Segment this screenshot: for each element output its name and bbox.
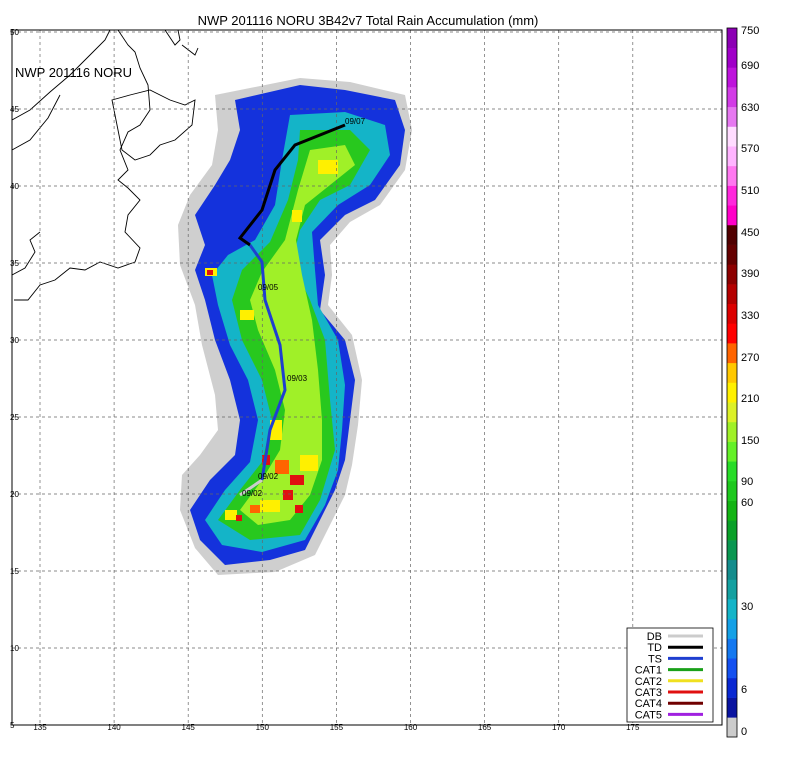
- track-date: 09/03: [287, 374, 308, 383]
- colorbar-label: 60: [741, 497, 753, 509]
- lat-tick-label: 20: [10, 490, 19, 499]
- colorbar-band: [727, 185, 737, 206]
- colorbar-band: [727, 402, 737, 423]
- title: NWP 201116 NORU 3B42v7 Total Rain Accumu…: [198, 13, 539, 28]
- lat-tick-label: 10: [10, 644, 19, 653]
- colorbar-band: [727, 303, 737, 324]
- track-date: 09/02: [258, 472, 279, 481]
- colorbar-band: [727, 362, 737, 383]
- colorbar-band: [727, 264, 737, 285]
- lon-tick-label: 145: [182, 723, 196, 732]
- colorbar-band: [727, 146, 737, 167]
- colorbar-band: [727, 540, 737, 561]
- colorbar-band: [727, 106, 737, 127]
- colorbar-band: [727, 87, 737, 108]
- colorbar-band: [727, 165, 737, 186]
- lon-tick-label: 140: [107, 723, 121, 732]
- legend-box: [626, 627, 714, 723]
- colorbar-band: [727, 224, 737, 245]
- colorbar-label: 330: [741, 310, 759, 322]
- track-date: 09/05: [258, 283, 279, 292]
- colorbar-band: [727, 480, 737, 501]
- colorbar: 7506906305705104503903302702101509060306…: [726, 25, 759, 738]
- legend-label: CAT3: [635, 687, 662, 699]
- colorbar-label: 750: [741, 25, 759, 37]
- colorbar-band: [727, 126, 737, 147]
- colorbar-label: 630: [741, 102, 759, 114]
- colorbar-band: [727, 284, 737, 305]
- colorbar-band: [727, 382, 737, 403]
- lat-tick-label: 50: [10, 28, 19, 37]
- track-date: 09/07: [345, 117, 366, 126]
- track-date: 09/02: [242, 489, 263, 498]
- legend-label: CAT5: [635, 709, 662, 721]
- colorbar-label: 90: [741, 476, 753, 488]
- colorbar-label: 6: [741, 684, 747, 696]
- legend-label: CAT4: [635, 698, 662, 710]
- map-frame: [11, 29, 723, 726]
- track-ts: [248, 244, 287, 481]
- colorbar-band: [727, 677, 737, 698]
- colorbar-label: 270: [741, 352, 759, 364]
- legend-label: TD: [647, 642, 662, 654]
- lat-tick-label: 40: [10, 182, 19, 191]
- colorbar-band: [727, 205, 737, 226]
- lat-tick-label: 15: [10, 567, 19, 576]
- colorbar-label: 450: [741, 227, 759, 239]
- colorbar-band: [727, 343, 737, 364]
- lat-tick-label: 45: [10, 105, 19, 114]
- lat-tick-label: 25: [10, 413, 19, 422]
- colorbar-band: [727, 441, 737, 462]
- colorbar-band: [727, 500, 737, 521]
- colorbar-band: [727, 461, 737, 482]
- colorbar-band: [727, 323, 737, 344]
- colorbar-label: 510: [741, 185, 759, 197]
- rain-field: [178, 78, 412, 575]
- storm-track: 09/07 09/05 09/03 09/02 09/02: [237, 117, 366, 498]
- colorbar-band: [727, 67, 737, 88]
- colorbar-band: [727, 717, 737, 738]
- colorbar-band: [727, 579, 737, 600]
- colorbar-label: 0: [741, 726, 747, 738]
- colorbar-label: 30: [741, 601, 753, 613]
- colorbar-frame: [726, 27, 738, 738]
- colorbar-label: 690: [741, 60, 759, 72]
- track-db: [239, 478, 263, 497]
- colorbar-band: [727, 28, 737, 48]
- colorbar-label: 210: [741, 393, 759, 405]
- colorbar-band: [727, 658, 737, 679]
- colorbar-label: 150: [741, 435, 759, 447]
- colorbar-band: [727, 638, 737, 659]
- colorbar-band: [727, 618, 737, 639]
- colorbar-band: [727, 244, 737, 265]
- lon-tick-label: 160: [404, 723, 418, 732]
- legend-label: CAT1: [635, 665, 662, 677]
- legend-label: TS: [648, 653, 662, 665]
- lon-tick-label: 155: [330, 723, 344, 732]
- lat-tick-label: 35: [10, 259, 19, 268]
- colorbar-band: [727, 697, 737, 718]
- colorbar-band: [727, 559, 737, 580]
- colorbar-band: [727, 520, 737, 541]
- lon-tick-label: 165: [478, 723, 492, 732]
- colorbar-band: [727, 47, 737, 68]
- lon-tick-label: 150: [256, 723, 270, 732]
- colorbar-band: [727, 599, 737, 620]
- colorbar-band: [727, 421, 737, 442]
- colorbar-label: 570: [741, 143, 759, 155]
- colorbar-label: 390: [741, 268, 759, 280]
- lon-tick-label: 175: [626, 723, 640, 732]
- track-td: [237, 123, 346, 247]
- lon-tick-label: 135: [33, 723, 47, 732]
- inset-label: NWP 201116 NORU: [15, 65, 132, 80]
- lon-tick-label: 170: [552, 723, 566, 732]
- coastlines: [11, 29, 199, 301]
- legend-label: DB: [647, 631, 662, 643]
- lat-tick-label: 30: [10, 336, 19, 345]
- legend-label: CAT2: [635, 676, 662, 688]
